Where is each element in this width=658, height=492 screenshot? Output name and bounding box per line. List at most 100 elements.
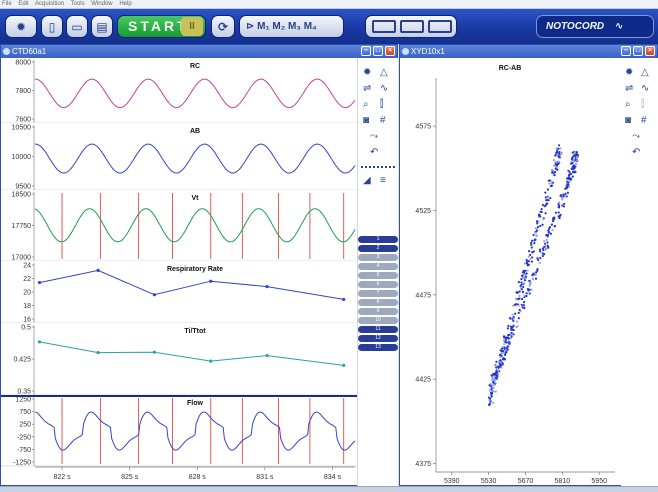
scatter-point (541, 223, 544, 226)
close-button[interactable]: × (645, 46, 655, 56)
marker-pill[interactable]: 4 (358, 263, 398, 270)
marker-pill[interactable]: 2 (358, 245, 398, 252)
trace-icon[interactable]: ∿ (641, 83, 650, 94)
menu-file[interactable]: File (2, 1, 12, 7)
scatter-point (527, 250, 531, 253)
scatter-point (576, 159, 579, 162)
close-button[interactable]: × (385, 46, 395, 56)
scatter-point (508, 341, 511, 344)
panel-ab[interactable]: 10500 10000 9500 AB (1, 123, 357, 191)
undo-icon[interactable]: ↶ (632, 147, 641, 158)
undo-icon[interactable]: ↶ (370, 147, 379, 158)
scatter-point (503, 358, 506, 361)
settings-button[interactable]: ✹ (5, 15, 37, 38)
menu-help[interactable]: Help (119, 1, 132, 7)
scatter-point (492, 386, 495, 389)
scatter-point (523, 294, 526, 297)
triangle-tool-icon[interactable]: △ (380, 67, 388, 78)
scatter-point (512, 328, 515, 332)
marker-pill[interactable]: 6 (358, 281, 398, 288)
scatter-point (562, 205, 566, 208)
xyd-window[interactable]: XYD10x1 – □ × RC-AB 4575 4525 4475 4425 4375 5… (399, 44, 658, 486)
marker-pill[interactable]: 5 (358, 272, 398, 279)
fit-y-icon[interactable]: ⇌ (625, 83, 634, 94)
scatter-point (545, 238, 548, 241)
menu-tools[interactable]: Tools (70, 1, 85, 7)
menu-acquisition[interactable]: Acquisition (35, 1, 65, 7)
marker-pill[interactable]: 11 (358, 326, 398, 333)
grid-icon[interactable]: # (641, 115, 647, 126)
scatter-point (525, 272, 528, 275)
marker-pill[interactable]: 1 (358, 236, 398, 243)
refresh-button[interactable]: ⟳ (211, 15, 235, 38)
ramp-icon[interactable]: ◢ (363, 175, 371, 186)
menu-window[interactable]: Window (91, 1, 113, 7)
marker-pill[interactable]: 12 (358, 335, 398, 342)
scatter-point (547, 199, 550, 202)
layout-split-icon[interactable] (400, 20, 424, 33)
menu-edit[interactable]: Edit (18, 1, 29, 7)
minimize-button[interactable]: – (621, 46, 631, 56)
zoom-icon[interactable]: ⌕ (625, 99, 631, 110)
grid-icon[interactable]: # (380, 115, 386, 126)
fit-y-icon[interactable]: ⇌ (363, 83, 372, 94)
maximize-button[interactable]: □ (373, 46, 383, 56)
marker-pill[interactable]: 9 (358, 308, 398, 315)
scatter-point (575, 152, 578, 156)
scatter-point (573, 160, 576, 163)
scatter-point (546, 233, 550, 236)
layout-buttons[interactable] (365, 15, 457, 38)
scatter-point (506, 336, 510, 339)
stack-icon[interactable]: ≡ (380, 175, 386, 186)
scatter-point (553, 225, 557, 228)
cursor-icon[interactable]: ⫿ (380, 99, 384, 110)
scatter-point (538, 261, 541, 264)
data-point (265, 353, 269, 358)
scatter-point (511, 317, 514, 320)
marker-pill[interactable]: 7 (358, 290, 398, 297)
scatter-point (529, 253, 532, 257)
trace-icon[interactable]: ∿ (380, 83, 389, 94)
scatter-point (517, 298, 520, 301)
open-button[interactable]: ▭ (66, 15, 88, 38)
panel-background (1, 395, 357, 466)
panel-vt[interactable]: 18500 17750 17000 Vt (1, 190, 357, 262)
xyd-window-titlebar[interactable]: XYD10x1 – □ × (400, 45, 657, 58)
marker-pill[interactable]: 13 (358, 344, 398, 351)
marker-pill[interactable]: 3 (358, 254, 398, 261)
scatter-point (532, 233, 535, 237)
autoscale-icon[interactable]: ⤳ (370, 131, 378, 142)
panel-flow[interactable]: 1250 750 250 -250 -750 -1250 Flow (1, 395, 357, 467)
camera-icon[interactable]: ◙ (363, 115, 370, 126)
layout-single-icon[interactable] (372, 20, 396, 33)
new-file-button[interactable]: ▯ (41, 15, 63, 38)
camera-icon[interactable]: ◙ (625, 115, 632, 126)
y-tick-label: 8000 (15, 60, 31, 67)
scatter-point (554, 154, 557, 157)
panel-ti-ttot[interactable]: 0.5 0.425 0.35 Ti/Ttot (1, 323, 357, 396)
scatter-point (537, 258, 540, 262)
scatter-point (490, 387, 493, 390)
scatter-point (566, 191, 570, 194)
scatter-point (492, 373, 495, 376)
minimize-button[interactable]: – (361, 46, 371, 56)
ctd-window-titlebar[interactable]: CTD60a1 – □ × (1, 45, 397, 58)
settings-tool-icon[interactable]: ✹ (363, 67, 372, 78)
data-point (209, 359, 213, 363)
marker-button-group[interactable]: ⊳ M₁ M₂ M₃ M₄ (239, 15, 344, 38)
maximize-button[interactable]: □ (633, 46, 643, 56)
ctd-window[interactable]: CTD60a1 – □ × 8000 7800 7600 RC 10500 10000 95… (0, 44, 398, 486)
panel-respiratory-rate[interactable]: 24 22 20 18 16 Respiratory Rate (1, 261, 357, 324)
pause-button[interactable]: II (181, 17, 203, 36)
settings-tool-icon[interactable]: ✹ (625, 67, 634, 78)
autoscale-icon[interactable]: ⤳ (632, 131, 640, 142)
zoom-icon[interactable]: ⌕ (363, 99, 369, 110)
panel-rc[interactable]: 8000 7800 7600 RC (1, 58, 357, 124)
triangle-tool-icon[interactable]: △ (641, 67, 649, 78)
marker-pill[interactable]: 8 (358, 299, 398, 306)
print-button[interactable]: ▤ (91, 15, 113, 38)
layout-cascade-icon[interactable] (428, 20, 452, 33)
marker-pill[interactable]: 10 (358, 317, 398, 324)
xy-plot: RC-AB 4575 4525 4475 4425 4375 5390 5530 5670 581… (415, 65, 615, 485)
cursor-icon[interactable]: ⫿ (641, 99, 645, 110)
